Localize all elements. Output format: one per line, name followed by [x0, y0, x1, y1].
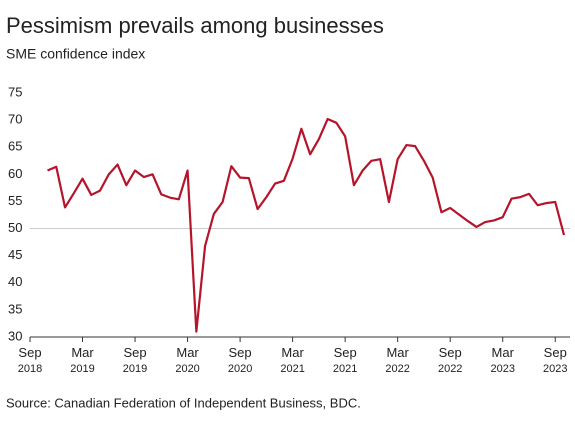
- y-tick-label: 75: [8, 84, 22, 99]
- chart-subtitle: SME confidence index: [6, 46, 145, 62]
- y-tick-label: 70: [8, 112, 22, 127]
- y-tick-label: 40: [8, 274, 22, 289]
- x-tick-label: Mar 2019: [70, 345, 94, 374]
- chart-title: Pessimism prevails among businesses: [6, 13, 384, 38]
- y-tick-label: 65: [8, 139, 22, 154]
- y-tick-label: 50: [8, 220, 22, 235]
- x-tick-label: Sep 2019: [123, 345, 147, 374]
- x-tick-label: Sep 2018: [18, 345, 42, 374]
- y-tick-label: 35: [8, 301, 22, 316]
- x-tick-label: Sep 2020: [228, 345, 252, 374]
- y-tick-label: 60: [8, 166, 22, 181]
- x-tick-label: Mar 2021: [280, 345, 304, 374]
- y-tick-label: 55: [8, 193, 22, 208]
- y-tick-label: 30: [8, 328, 22, 343]
- x-tick-label: Sep 2022: [438, 345, 462, 374]
- data-line: [47, 117, 566, 333]
- x-tick-label: Sep 2021: [333, 345, 357, 374]
- source-note: Source: Canadian Federation of Independe…: [6, 395, 361, 410]
- y-tick-label: 45: [8, 247, 22, 262]
- x-tick-label: Mar 2020: [175, 345, 199, 374]
- x-tick-label: Sep 2023: [543, 345, 567, 374]
- x-tick-label: Mar 2022: [385, 345, 409, 374]
- x-tick-label: Mar 2023: [490, 345, 514, 374]
